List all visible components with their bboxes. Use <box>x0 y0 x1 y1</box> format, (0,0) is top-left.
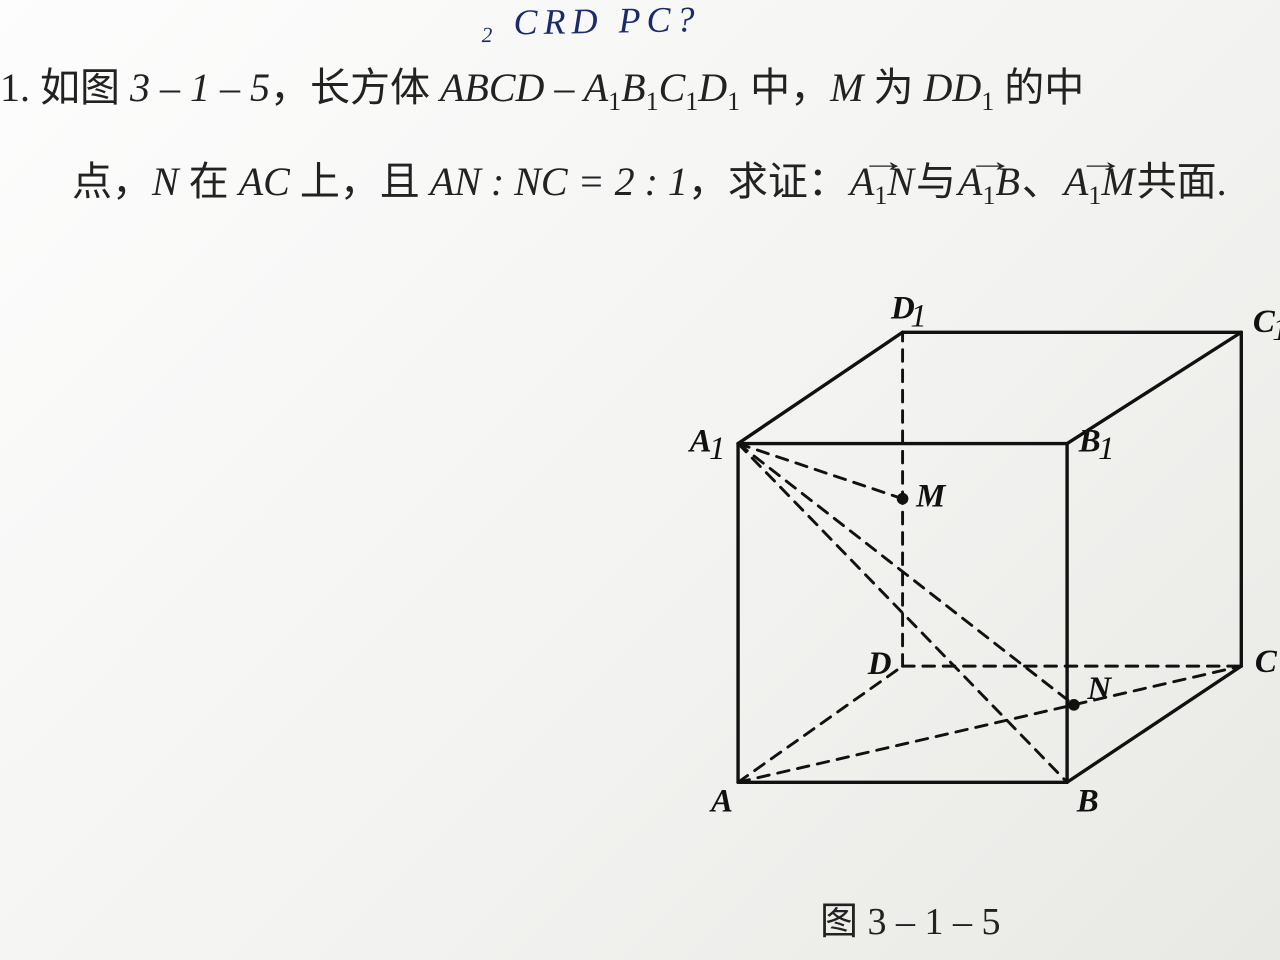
cuboid-diagram: ABCDA1B1C1D1MN <box>680 230 1280 870</box>
svg-text:1: 1 <box>910 298 926 334</box>
vector-A1N: A1N <box>848 154 916 214</box>
text: 如图 <box>40 65 130 110</box>
problem-number: 1. <box>0 65 30 110</box>
svg-text:B: B <box>1076 783 1099 819</box>
vector-A1B: A1B <box>956 154 1022 214</box>
text: 点，N 在 AC 上，且 <box>72 159 430 204</box>
problem-line-1: 1. 如图 3 – 1 – 5，长方体 ABCD – A1B1C1D1 中，M … <box>0 60 1270 120</box>
ratio: AN : NC = 2 : 1 <box>430 159 688 204</box>
cuboid-name: ABCD – A1B1C1D1 <box>440 65 740 110</box>
svg-text:M: M <box>915 478 947 514</box>
page-root: ₂ CRD PC? 1. 如图 3 – 1 – 5，长方体 ABCD – A1B… <box>0 0 1280 960</box>
svg-text:C: C <box>1255 644 1278 680</box>
text: ，长方体 <box>270 65 440 110</box>
figure-caption: 图 3 – 1 – 5 <box>820 890 1001 945</box>
svg-text:1: 1 <box>1098 431 1114 467</box>
svg-text:1: 1 <box>709 431 725 467</box>
text: ，求证： <box>688 159 848 204</box>
svg-text:D: D <box>867 646 892 682</box>
handwritten-note: ₂ CRD PC? <box>480 0 701 44</box>
svg-text:N: N <box>1086 671 1112 707</box>
text: 中，M 为 DD1 的中 <box>740 65 1084 110</box>
svg-text:A: A <box>688 423 712 459</box>
svg-text:A: A <box>709 783 733 819</box>
figure-ref: 3 – 1 – 5 <box>130 65 270 110</box>
figure-3-1-5: ABCDA1B1C1D1MN <box>680 230 1280 930</box>
problem-line-2: 点，N 在 AC 上，且 AN : NC = 2 : 1，求证：A1N与A1B、… <box>72 154 1270 214</box>
vector-A1M: A1M <box>1062 154 1137 214</box>
svg-text:1: 1 <box>1272 312 1280 348</box>
